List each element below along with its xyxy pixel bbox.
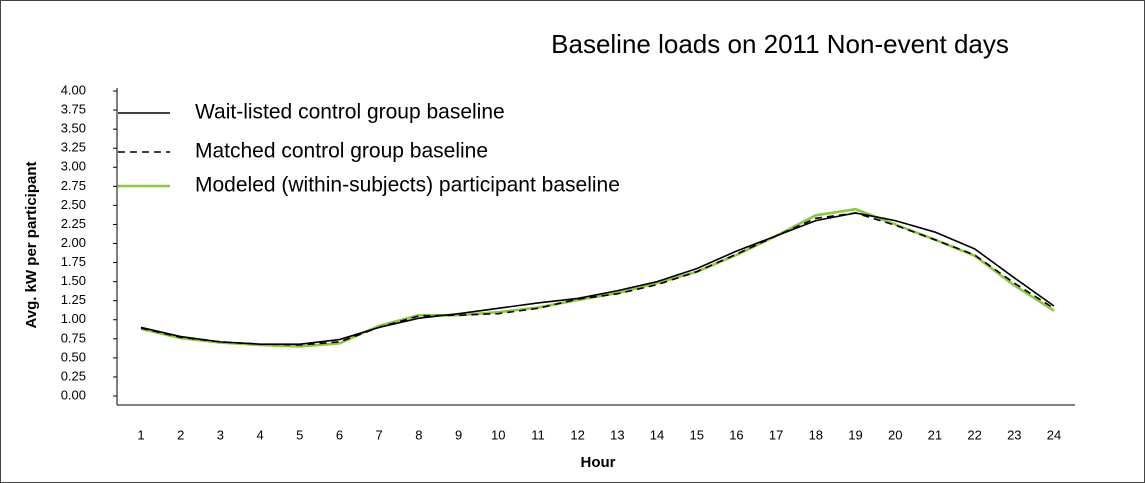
x-tick-label: 23 (1007, 427, 1021, 442)
x-tick-label: 10 (491, 427, 505, 442)
y-tick-label: 2.75 (61, 178, 86, 193)
y-tick-label: 1.50 (61, 273, 86, 288)
y-axis-label: Avg. kW per participant (23, 162, 40, 329)
y-tick-label: 4.00 (61, 82, 86, 97)
y-tick-label: 0.50 (61, 349, 86, 364)
x-tick-label: 18 (809, 427, 823, 442)
legend-label: Matched control group baseline (195, 140, 488, 163)
x-tick-label: 5 (296, 427, 303, 442)
legend-label: Modeled (within-subjects) participant ba… (195, 174, 620, 197)
y-tick-label: 3.50 (61, 121, 86, 136)
series-line (140, 212, 1055, 345)
x-tick-label: 24 (1047, 427, 1061, 442)
y-tick-label: 3.75 (61, 102, 86, 117)
x-tick-label: 1 (137, 427, 144, 442)
x-axis-label: Hour (581, 454, 616, 471)
x-tick-label: 6 (336, 427, 343, 442)
x-tick-label: 22 (967, 427, 981, 442)
y-tick-label: 0.25 (61, 368, 86, 383)
x-tick-label: 7 (376, 427, 383, 442)
y-tick-label: 3.00 (61, 159, 86, 174)
x-tick-label: 11 (531, 427, 545, 442)
series-line (140, 212, 1055, 346)
x-tick-label: 3 (217, 427, 224, 442)
x-tick-label: 8 (415, 427, 422, 442)
x-tick-label: 9 (455, 427, 462, 442)
x-tick-label: 13 (610, 427, 624, 442)
x-tick-label: 15 (690, 427, 704, 442)
x-tick-label: 19 (848, 427, 862, 442)
y-tick-label: 1.75 (61, 254, 86, 269)
x-tick-label: 12 (570, 427, 584, 442)
x-tick-label: 2 (177, 427, 184, 442)
y-tick-label: 2.25 (61, 216, 86, 231)
y-tick-label: 0.00 (61, 387, 86, 402)
x-tick-label: 20 (888, 427, 902, 442)
x-tick-label: 16 (729, 427, 743, 442)
x-tick-label: 21 (928, 427, 942, 442)
y-tick-label: 0.75 (61, 330, 86, 345)
x-tick-label: 14 (650, 427, 664, 442)
y-tick-label: 1.25 (61, 292, 86, 307)
y-tick-label: 2.00 (61, 235, 86, 250)
x-tick-label: 4 (256, 427, 263, 442)
y-tick-label: 3.25 (61, 140, 86, 155)
legend-label: Wait-listed control group baseline (195, 101, 505, 124)
chart-title: Baseline loads on 2011 Non-event days (551, 29, 1009, 59)
y-tick-label: 1.00 (61, 311, 86, 326)
x-tick-label: 17 (769, 427, 783, 442)
y-tick-label: 2.50 (61, 197, 86, 212)
